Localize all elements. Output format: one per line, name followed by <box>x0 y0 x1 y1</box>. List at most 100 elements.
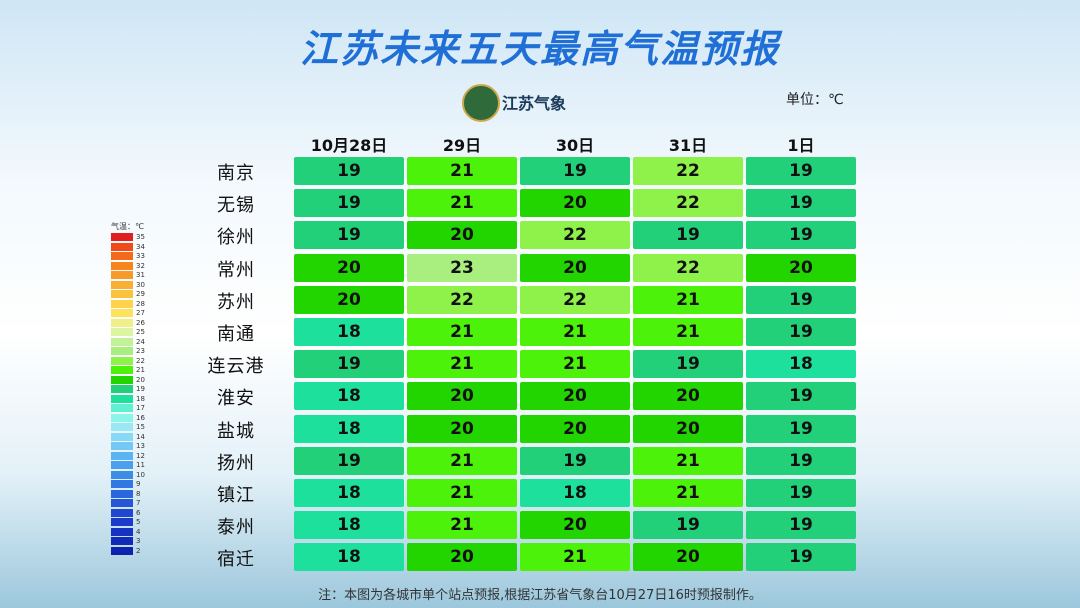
row-header: 淮安 <box>217 388 255 410</box>
cell: 19 <box>520 157 630 185</box>
cell: 18 <box>294 382 404 411</box>
legend-swatch <box>111 546 133 555</box>
cell: 22 <box>520 285 630 314</box>
legend-swatch <box>111 233 133 241</box>
cell: 20 <box>407 543 517 572</box>
cell: 18 <box>520 479 630 507</box>
cell: 20 <box>520 382 630 411</box>
cell: 22 <box>633 253 743 282</box>
cell: 21 <box>520 350 630 379</box>
cell: 23 <box>407 253 517 282</box>
row-header: 宿迁 <box>217 549 255 571</box>
cell: 21 <box>407 446 517 475</box>
legend-swatch <box>111 242 133 251</box>
logo-text: 江苏气象 <box>502 94 567 113</box>
legend-label: 17 <box>136 404 145 412</box>
row-header: 扬州 <box>217 452 255 474</box>
cell: 20 <box>407 221 517 250</box>
cell: 19 <box>746 446 856 475</box>
cell: 19 <box>746 285 856 314</box>
legend-label: 8 <box>136 489 141 498</box>
cell: 20 <box>520 189 630 218</box>
cell: 21 <box>520 543 630 572</box>
legend-swatch <box>111 366 133 374</box>
cell: 22 <box>633 157 743 185</box>
cell: 20 <box>520 511 630 540</box>
legend-label: 24 <box>136 337 145 346</box>
cell: 21 <box>407 189 517 218</box>
cell: 22 <box>633 189 743 218</box>
cell: 20 <box>746 253 856 282</box>
row-header: 盐城 <box>217 420 255 442</box>
legend-label: 27 <box>136 309 145 317</box>
legend-label: 6 <box>136 508 141 517</box>
cell: 19 <box>294 157 404 185</box>
legend-label: 5 <box>136 518 141 526</box>
row-header: 常州 <box>217 259 255 281</box>
logo-icon <box>462 84 500 122</box>
cell: 21 <box>633 479 743 507</box>
legend-label: 9 <box>136 480 141 488</box>
cell: 19 <box>520 446 630 475</box>
legend-label: 22 <box>136 356 145 365</box>
legend-label: 30 <box>136 280 145 289</box>
cell: 21 <box>633 446 743 475</box>
row-header: 连云港 <box>207 356 265 378</box>
legend-label: 7 <box>136 499 141 507</box>
row-header: 徐州 <box>217 227 255 249</box>
cell: 20 <box>633 382 743 411</box>
legend-swatch <box>111 527 133 536</box>
cell: 19 <box>633 511 743 540</box>
legend-swatch <box>111 404 133 412</box>
legend-label: 10 <box>136 470 145 479</box>
unit: 单位：℃ <box>786 92 844 108</box>
cell: 19 <box>746 414 856 443</box>
cell: 18 <box>294 479 404 507</box>
legend-title: 气温：℃ <box>111 222 144 231</box>
legend-label: 29 <box>136 290 145 298</box>
legend-swatch <box>111 442 133 450</box>
legend-label: 15 <box>136 423 145 431</box>
legend-swatch <box>111 271 133 279</box>
cell: 22 <box>520 221 630 250</box>
cell: 19 <box>294 221 404 250</box>
legend-swatch <box>111 280 133 289</box>
legend-swatch <box>111 328 133 336</box>
legend-label: 13 <box>136 442 145 450</box>
row-header: 无锡 <box>217 195 255 217</box>
legend-swatch <box>111 518 133 526</box>
column-header: 31日 <box>668 136 708 155</box>
cell: 21 <box>407 318 517 346</box>
cell: 19 <box>746 221 856 250</box>
legend-label: 31 <box>136 271 145 279</box>
legend-label: 20 <box>136 375 145 384</box>
cell: 21 <box>407 511 517 540</box>
legend-swatch <box>111 499 133 507</box>
legend-label: 35 <box>136 233 145 241</box>
cell: 21 <box>633 318 743 346</box>
column-header: 29日 <box>442 136 482 155</box>
column-header: 30日 <box>555 136 595 155</box>
legend-swatch <box>111 290 133 298</box>
column-header: 10月28日 <box>310 136 388 155</box>
column-header: 1日 <box>787 136 815 155</box>
row-header: 南通 <box>217 324 255 345</box>
cell: 21 <box>633 285 743 314</box>
cell: 19 <box>746 479 856 507</box>
cell: 21 <box>520 318 630 346</box>
legend-swatch <box>111 385 133 393</box>
legend-label: 14 <box>136 432 145 441</box>
cell: 20 <box>294 253 404 282</box>
legend-swatch <box>111 470 133 479</box>
cell: 20 <box>407 414 517 443</box>
legend-label: 32 <box>136 261 145 270</box>
legend-swatch <box>111 461 133 469</box>
cell: 18 <box>294 543 404 572</box>
legend-swatch <box>111 489 133 498</box>
cell: 20 <box>407 382 517 411</box>
legend-label: 28 <box>136 299 145 308</box>
cell: 18 <box>294 318 404 346</box>
legend-swatch <box>111 432 133 441</box>
legend-swatch <box>111 508 133 517</box>
